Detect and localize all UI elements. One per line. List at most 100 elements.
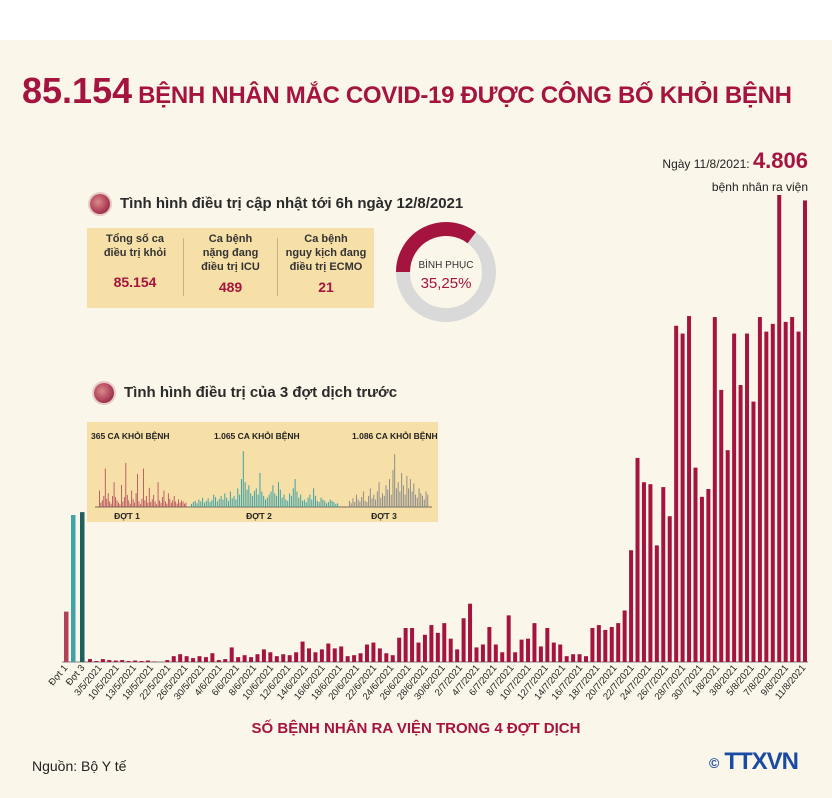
mini-bar-wave1 <box>151 499 153 507</box>
mini-bar-wave2 <box>216 501 218 507</box>
bar-day-90 <box>667 516 672 662</box>
mini-bar-wave1 <box>170 502 172 507</box>
bar-day-28 <box>268 652 273 662</box>
bar-day-66 <box>513 652 518 662</box>
mini-bar-wave2 <box>298 497 300 507</box>
bar-day-76 <box>577 654 582 662</box>
mini-bar-wave2 <box>246 489 248 507</box>
mini-bar-wave2 <box>303 499 305 507</box>
mini-bar-wave1 <box>141 498 143 507</box>
bar-day-26 <box>255 654 260 662</box>
mini-bar-wave1 <box>163 490 165 507</box>
mini-bar-wave1 <box>106 498 108 507</box>
mini-bar-wave3 <box>401 472 403 507</box>
mini-bar-wave2 <box>194 500 196 507</box>
mini-bar-wave1 <box>145 496 147 507</box>
mini-bar-wave1 <box>110 503 112 507</box>
bar-day-35 <box>313 652 318 662</box>
infographic: 85.154 BỆNH NHÂN MẮC COVID-19 ĐƯỢC CÔNG B… <box>0 40 832 798</box>
bar-day-17 <box>197 656 202 662</box>
bar-day-57 <box>455 649 460 662</box>
mini-bar-wave2 <box>252 495 254 507</box>
bar-day-97 <box>712 317 717 662</box>
mini-bar-wave3 <box>385 485 387 507</box>
latest-day-suffix: bệnh nhân ra viện <box>711 180 808 194</box>
virus-icon <box>90 194 110 214</box>
bar-day-43 <box>364 644 369 662</box>
mini-bar-wave3 <box>389 479 390 507</box>
bar-day-103 <box>751 401 756 662</box>
mini-bar-wave2 <box>331 500 333 507</box>
mini-bar-wave2 <box>239 494 241 507</box>
stat-value: 21 <box>318 279 334 295</box>
mini-bar-wave3 <box>362 491 364 507</box>
donut-label: BÌNH PHỤC <box>418 258 473 271</box>
mini-bar-wave2 <box>311 499 313 507</box>
bar-day-47 <box>390 655 395 662</box>
bar-day-74 <box>564 656 569 662</box>
divider <box>277 238 278 296</box>
mini-bar-wave2 <box>242 451 244 507</box>
mini-bar-wave2 <box>335 503 337 507</box>
mini-bar-wave1 <box>184 503 185 507</box>
bar-day-83 <box>622 610 627 662</box>
mini-bar-wave3 <box>411 491 413 507</box>
mini-bar-wave1 <box>153 494 155 507</box>
bar-day-59 <box>468 603 473 662</box>
mini-bar-wave1 <box>100 502 102 507</box>
bar-day-87 <box>648 484 653 662</box>
bar-đợt-1 <box>64 611 69 662</box>
wave3-total: 1.086 CA KHỎI BỆNH <box>352 430 438 441</box>
mini-bar-wave1 <box>181 500 182 507</box>
headline: 85.154 BỆNH NHÂN MẮC COVID-19 ĐƯỢC CÔNG B… <box>22 70 792 112</box>
mini-bar-wave2 <box>263 495 265 507</box>
bar-day-109 <box>790 317 795 662</box>
mini-bar-wave1 <box>112 496 114 507</box>
mini-bar-wave1 <box>134 502 136 507</box>
bar-day-92 <box>680 333 685 662</box>
bar-day-81 <box>609 627 614 662</box>
mini-bar-wave2 <box>224 493 226 507</box>
bar-day-61 <box>480 644 485 662</box>
mini-bar-wave2 <box>326 503 328 507</box>
mini-bar-wave2 <box>265 499 267 507</box>
mini-bar-wave3 <box>408 488 410 507</box>
bar-day-1 <box>94 661 99 662</box>
mini-bar-wave2 <box>213 494 215 507</box>
bar-day-16 <box>191 658 196 662</box>
mini-bar-wave2 <box>244 482 246 507</box>
mini-bar-wave1 <box>162 497 163 507</box>
bar-day-82 <box>616 623 621 662</box>
ttxvn-logo: © TTXVN <box>709 748 799 775</box>
bar-đợt-3 <box>80 512 85 662</box>
bar-day-48 <box>397 637 402 662</box>
stat-ecmo: Ca bệnh nguy kịch đang điều trị ECMO 21 <box>278 232 374 295</box>
mini-bar-wave2 <box>237 488 239 507</box>
mini-bar-wave2 <box>276 495 278 507</box>
bar-day-75 <box>571 654 576 662</box>
bar-day-2 <box>100 659 105 662</box>
mini-bar-wave1 <box>115 497 116 507</box>
mini-bar-wave2 <box>233 495 235 507</box>
mini-bar-wave3 <box>392 469 394 507</box>
mini-bar-wave2 <box>307 497 309 507</box>
wave3-label: ĐỢT 3 <box>371 511 397 521</box>
copyright-icon: © <box>709 754 719 771</box>
mini-bar-wave2 <box>196 503 198 507</box>
mini-bar-wave3 <box>394 454 396 507</box>
mini-bar-wave2 <box>218 498 220 507</box>
stat-value: 85.154 <box>113 274 157 290</box>
mini-bar-wave2 <box>274 493 276 507</box>
bar-day-108 <box>783 321 788 662</box>
latest-day-note: Ngày 11/8/2021: 4.806 <box>662 148 808 174</box>
mini-bar-wave3 <box>361 497 363 507</box>
bar-day-9 <box>145 660 150 662</box>
mini-bar-wave2 <box>333 502 335 507</box>
bar-day-102 <box>745 333 750 662</box>
mini-bar-wave3 <box>359 501 361 507</box>
source: Nguồn: Bộ Y tế <box>32 758 127 774</box>
bar-day-32 <box>294 652 299 662</box>
bar-day-23 <box>236 657 241 662</box>
bar-day-7 <box>133 660 138 662</box>
bar-day-85 <box>635 457 640 662</box>
